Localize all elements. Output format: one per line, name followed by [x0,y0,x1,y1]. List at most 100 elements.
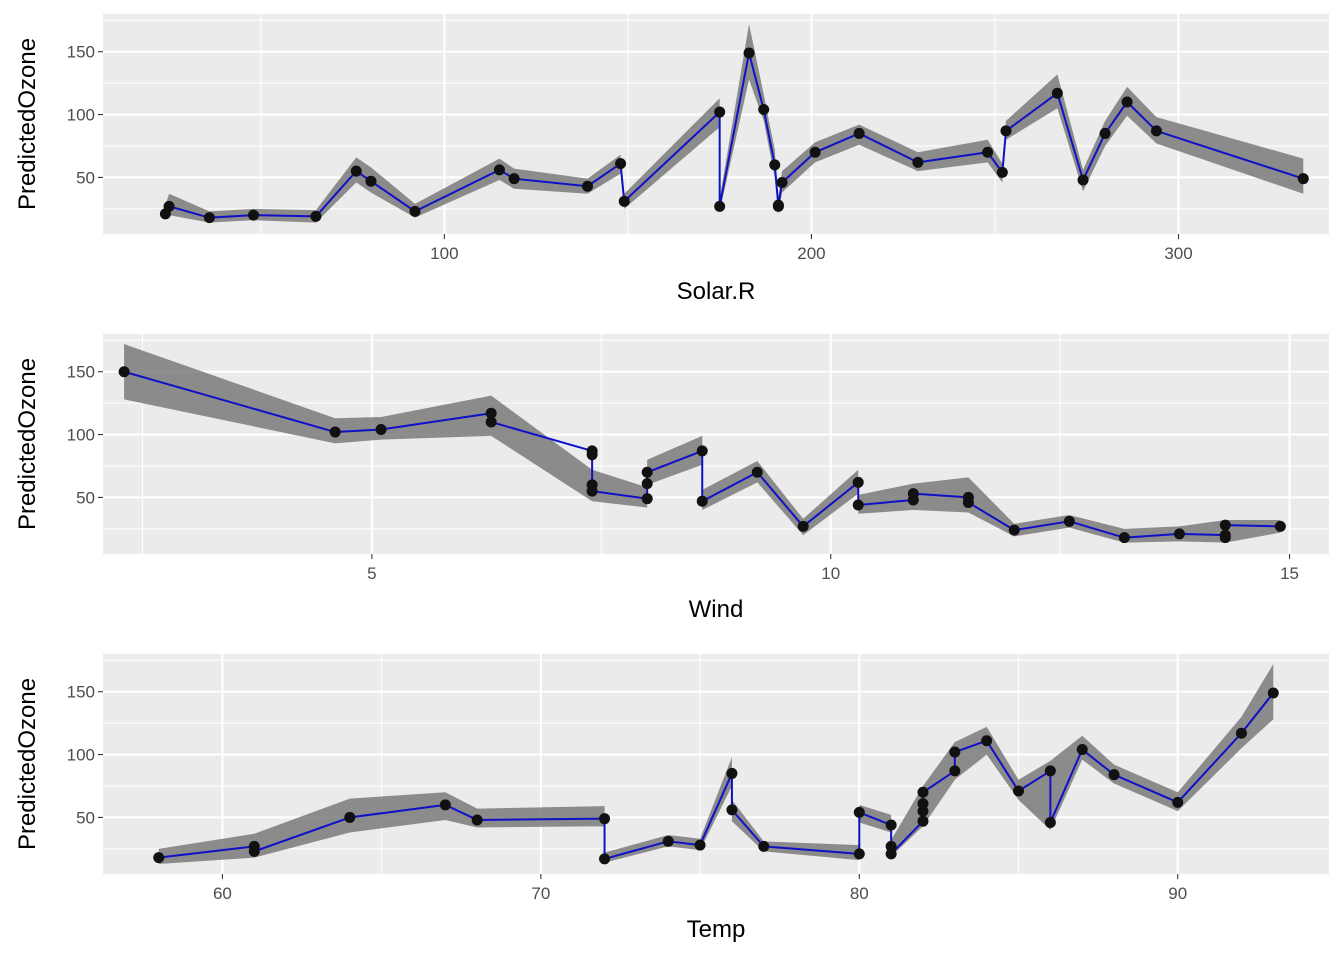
data-point [641,466,653,478]
y-tick-label: 50 [76,808,95,827]
prediction-line [123,370,1281,539]
data-point [776,176,788,188]
data-point [618,195,630,207]
data-point [1235,727,1247,739]
data-point [1008,524,1020,536]
x-tick-label: 70 [531,884,550,903]
data-point [751,466,763,478]
data-point [439,799,451,811]
y-tick-label: 150 [67,363,95,382]
data-point [485,416,497,428]
confidence-band-area [165,24,1304,223]
data-point [1173,528,1185,540]
data-point [1051,87,1063,99]
data-point [1267,687,1279,699]
data-point [917,798,929,810]
confidence-band [124,344,1281,543]
x-tick-label: 200 [797,244,825,263]
axis-ticks: 60 70 80 90 50 100 150 [67,683,1188,903]
data-point [852,476,864,488]
data-point [885,819,897,831]
data-point [350,165,362,177]
data-point [1121,96,1133,108]
data-point [1150,125,1162,137]
data-point [247,209,259,221]
x-tick-label: 10 [821,564,840,583]
data-point [1013,785,1025,797]
axis-ticks: 100 200 300 50 100 150 [67,43,1193,263]
y-tick-label: 100 [67,746,95,765]
data-point [714,106,726,118]
y-tick-label: 150 [67,683,95,702]
data-point [852,499,864,511]
data-point [1219,519,1231,531]
data-point [758,104,770,116]
data-point [641,478,653,490]
data-point [962,496,974,508]
data-point [982,146,994,158]
data-point [586,449,598,461]
data-point [726,804,738,816]
y-axis-title: PredictedOzone [14,678,41,850]
data-point [853,806,865,818]
data-point [1219,532,1231,544]
data-point [1000,125,1012,137]
data-point [615,158,627,170]
data-point [769,159,781,171]
x-axis-title: Temp [687,916,746,943]
data-point [493,164,505,176]
data-point [582,180,594,192]
panel-wind: 5 10 15 50 100 150 Wind PredictedOzone [14,334,1329,623]
data-point [797,520,809,532]
data-point [714,200,726,212]
data-point [917,786,929,798]
x-axis-title: Wind [689,596,744,623]
data-point [726,767,738,779]
data-point [118,366,130,378]
x-axis-title: Solar.R [677,278,756,305]
y-tick-label: 100 [67,106,95,125]
panel-background [103,334,1329,554]
data-point [365,175,377,187]
data-point [599,853,611,865]
data-point [853,127,865,139]
data-point [1076,744,1088,756]
data-point [758,840,770,852]
data-point [1108,769,1120,781]
data-point [853,848,865,860]
data-point [743,47,755,59]
data-point [917,815,929,827]
data-point [981,735,993,747]
data-point [1063,515,1075,527]
data-point [662,835,674,847]
data-point [153,852,165,864]
confidence-band-area [124,344,1281,543]
confidence-band-area [158,664,1274,864]
y-axis-title: PredictedOzone [14,38,41,210]
data-point [375,424,387,436]
data-point [1172,796,1184,808]
y-tick-label: 50 [76,488,95,507]
data-point [409,205,421,217]
data-point [329,426,341,438]
x-tick-label: 60 [213,884,232,903]
data-point [912,156,924,168]
x-tick-label: 15 [1280,564,1299,583]
data-point [1274,520,1286,532]
data-point [917,805,929,817]
data-point [641,493,653,505]
data-point [586,485,598,497]
data-point [949,746,961,758]
x-tick-label: 300 [1164,244,1192,263]
data-point [163,200,175,212]
data-point [696,445,708,457]
data-point [248,845,260,857]
data-point [885,848,897,860]
confidence-band [158,664,1274,864]
data-point [1118,532,1130,544]
x-tick-label: 80 [850,884,869,903]
data-point [772,199,784,211]
data-point [485,407,497,419]
data-point [1077,174,1089,186]
